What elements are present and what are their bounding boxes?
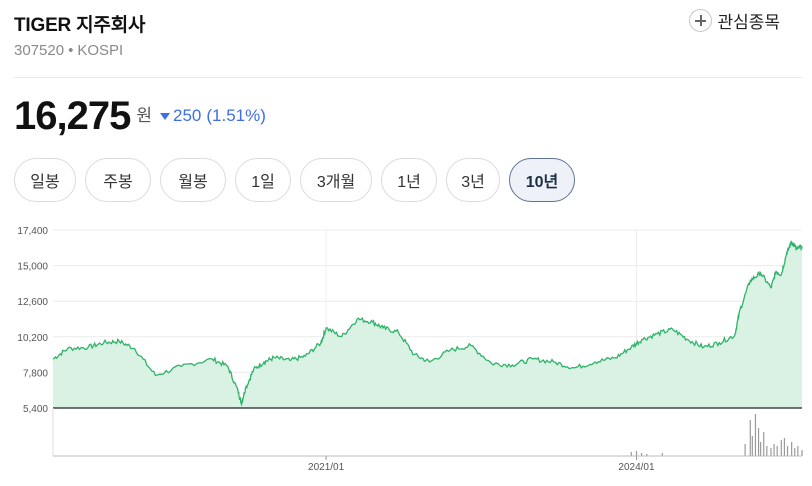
volume-bar: [751, 436, 753, 456]
price-area-fill: [53, 241, 802, 408]
watchlist-label: 관심종목: [717, 13, 780, 32]
plus-circle-icon: [689, 9, 713, 32]
change-percent: (1.51%): [206, 106, 266, 125]
volume-bar: [801, 450, 803, 456]
volume-bar: [635, 451, 638, 456]
price-chart-svg: 17,400 15,000 12,600 10,200 7,800 5,400 2021/…: [17, 226, 803, 473]
volume-bar: [630, 452, 632, 456]
meta-separator: •: [68, 42, 74, 59]
volume-bar: [749, 420, 751, 456]
chart-area-layer: [52, 240, 803, 409]
tab-daily[interactable]: 일봉: [14, 158, 76, 202]
period-tabs: 일봉 주봉 월봉 1일 3개월 1년 3년 10년: [14, 158, 584, 202]
y-tick-label: 7,800: [23, 368, 48, 379]
tab-1year[interactable]: 1년: [381, 158, 437, 202]
watchlist-button[interactable]: 관심종목: [689, 8, 780, 33]
tab-weekly[interactable]: 주봉: [85, 158, 151, 202]
volume-bar: [744, 444, 746, 456]
current-price: 16,275: [14, 94, 131, 138]
volume-bar: [766, 446, 768, 456]
volume-bar: [661, 453, 663, 456]
volume-bar: [797, 446, 799, 456]
volume-bar: [754, 414, 757, 456]
volume-bar: [770, 448, 772, 456]
price-line: [52, 240, 803, 407]
stock-header: TIGER 지주회사: [14, 10, 145, 37]
volume-bar: [763, 432, 765, 456]
stock-code: 307520: [14, 42, 65, 59]
x-axis: 2021/01 2024/01: [308, 456, 655, 473]
price-row: 16,275 원 250 (1.51%): [14, 92, 266, 140]
volume-bar: [757, 428, 760, 456]
volume-bar: [783, 438, 786, 456]
y-axis: 17,400 15,000 12,600 10,200 7,800 5,400: [17, 226, 48, 415]
y-tick-label: 15,000: [17, 262, 48, 273]
header-divider: [14, 77, 802, 78]
tab-1day[interactable]: 1일: [235, 158, 291, 202]
volume-bar: [641, 453, 643, 456]
volume-bar: [794, 448, 796, 456]
x-tick-label: 2024/01: [618, 462, 655, 473]
stock-market: KOSPI: [77, 42, 124, 59]
y-tick-label: 10,200: [17, 333, 48, 344]
volume-bar: [760, 442, 762, 456]
y-tick-label: 12,600: [17, 297, 48, 308]
volume-bar: [786, 446, 789, 456]
tab-10year[interactable]: 10년: [509, 158, 575, 202]
down-triangle-icon: [159, 112, 170, 120]
stock-name: TIGER 지주회사: [14, 15, 146, 36]
change-value: 250: [172, 106, 202, 125]
price-unit: 원: [136, 106, 152, 125]
volume-bar: [791, 442, 793, 456]
volume-bar: [780, 440, 782, 456]
tab-monthly[interactable]: 월봉: [160, 158, 226, 202]
y-tick-label: 5,400: [23, 404, 48, 415]
tab-3year[interactable]: 3년: [446, 158, 500, 202]
stock-meta: 307520 • KOSPI: [14, 42, 123, 59]
volume-bars: [52, 408, 803, 457]
price-change: 250 (1.51%): [159, 106, 266, 126]
volume-bar: [646, 454, 648, 456]
price-chart[interactable]: 17,400 15,000 12,600 10,200 7,800 5,400 2021/…: [0, 212, 812, 486]
volume-bar: [776, 446, 778, 456]
volume-bar: [773, 444, 775, 456]
x-tick-label: 2021/01: [308, 462, 345, 473]
y-tick-label: 17,400: [17, 226, 48, 237]
tab-3month[interactable]: 3개월: [300, 158, 372, 202]
